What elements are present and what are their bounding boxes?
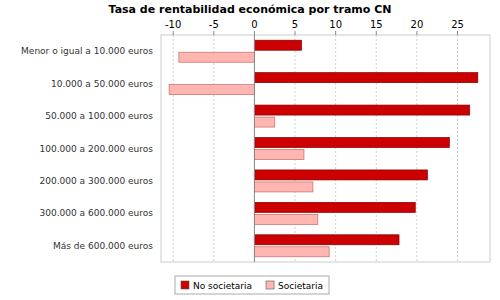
tick-label: 10: [329, 19, 342, 30]
bar: [169, 85, 254, 95]
bar: [254, 117, 274, 127]
bar: [254, 170, 427, 180]
tick-label: -5: [209, 19, 219, 30]
tick-label: 5: [292, 19, 298, 30]
grid-line: [254, 35, 255, 262]
tick-mark: [173, 31, 174, 35]
tick-mark: [295, 31, 296, 35]
tick-label: 25: [451, 19, 464, 30]
bar: [254, 235, 399, 245]
tick-label: -10: [165, 19, 181, 30]
bar: [254, 247, 329, 257]
tick-mark: [457, 31, 458, 35]
tick-mark: [213, 31, 214, 35]
bar: [254, 214, 317, 224]
grid-line: [173, 35, 174, 262]
plot-frame: [161, 35, 490, 262]
tick-mark: [376, 31, 377, 35]
chart-svg: Tasa de rentabilidad económica por tramo…: [0, 0, 500, 300]
zero-line: [254, 35, 255, 262]
chart-title: Tasa de rentabilidad económica por tramo…: [109, 3, 392, 16]
bar: [254, 150, 304, 160]
bar: [254, 202, 415, 212]
category-label: Más de 600.000 euros: [53, 241, 153, 251]
tick-label: 0: [251, 19, 257, 30]
legend-label: No societaria: [193, 281, 252, 291]
grid-line: [457, 35, 458, 262]
bars-group: [169, 40, 478, 257]
category-label: 300.000 a 600.000 euros: [40, 208, 154, 218]
category-label: Menor o igual a 10.000 euros: [21, 46, 153, 56]
grid-line: [376, 35, 377, 262]
legend-swatch: [266, 281, 274, 289]
bar: [254, 73, 477, 83]
tick-label: 15: [370, 19, 383, 30]
grid-line: [335, 35, 336, 262]
legend-swatch: [181, 281, 189, 289]
tick-mark: [335, 31, 336, 35]
category-label: 100.000 a 200.000 euros: [40, 144, 154, 154]
tick-label: 20: [411, 19, 424, 30]
bar: [254, 182, 312, 192]
category-label: 200.000 a 300.000 euros: [40, 176, 154, 186]
legend: No societaria Societaria: [175, 276, 329, 294]
bar: [254, 40, 301, 50]
grid-line: [416, 35, 417, 262]
grid-line: [213, 35, 214, 262]
category-label: 10.000 a 50.000 euros: [51, 79, 153, 89]
tick-mark: [254, 31, 255, 35]
tick-mark: [416, 31, 417, 35]
bar: [179, 52, 255, 62]
legend-box: [175, 276, 329, 294]
legend-label: Societaria: [278, 281, 323, 291]
chart-container: Tasa de rentabilidad económica por tramo…: [0, 0, 500, 300]
grid-line: [295, 35, 296, 262]
bar: [254, 138, 449, 148]
category-label: 50.000 a 100.000 euros: [45, 111, 153, 121]
bar: [254, 105, 469, 115]
